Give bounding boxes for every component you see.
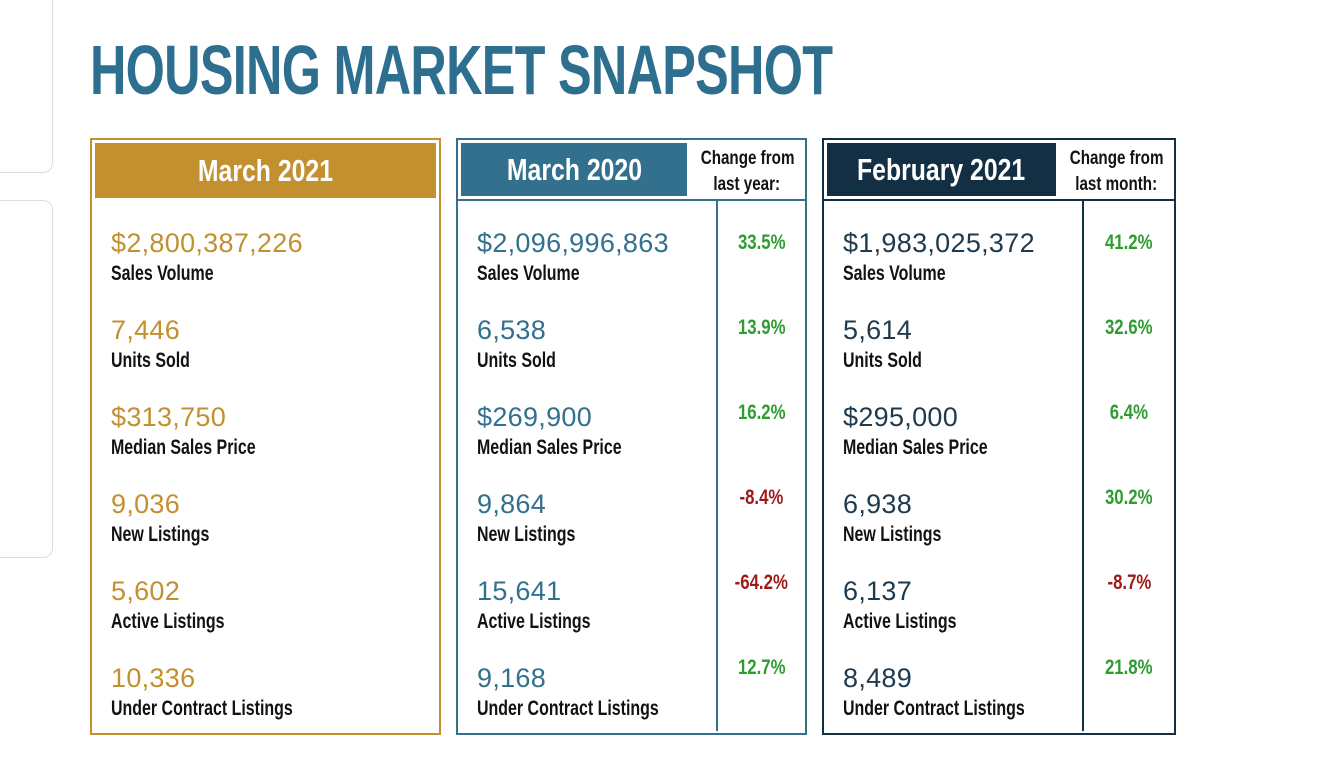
metric-value: 6,538: [477, 315, 547, 345]
metric-label: Units Sold: [111, 349, 190, 372]
metric-label: Units Sold: [843, 349, 922, 372]
metric-sales-volume: $1,983,025,372 Sales Volume: [843, 226, 1082, 290]
card-body: $2,800,387,226 Sales Volume 7,446 Units …: [92, 201, 439, 731]
change-value: 13.9%: [737, 316, 786, 339]
metric-value: 9,036: [111, 489, 181, 519]
metric-median-sales-price: $295,000 Median Sales Price: [843, 400, 1082, 464]
change-value: -8.7%: [1107, 571, 1152, 594]
metrics-column: $2,096,996,863 Sales Volume 6,538 Units …: [458, 201, 716, 731]
metric-units-sold: 7,446 Units Sold: [111, 313, 439, 377]
metric-value: $2,800,387,226: [111, 228, 303, 258]
metric-units-sold: 6,538 Units Sold: [477, 313, 716, 377]
card-body: $1,983,025,372 Sales Volume 5,614 Units …: [824, 201, 1174, 731]
metric-value: 15,641: [477, 576, 562, 606]
metric-label: Active Listings: [477, 610, 591, 633]
change-value: 32.6%: [1105, 316, 1153, 339]
metrics-column: $2,800,387,226 Sales Volume 7,446 Units …: [92, 201, 439, 731]
metrics-column: $1,983,025,372 Sales Volume 5,614 Units …: [824, 201, 1082, 731]
change-value: 6.4%: [1109, 401, 1149, 424]
change-value: -64.2%: [734, 571, 789, 594]
metric-label: Median Sales Price: [843, 436, 988, 459]
metric-active-listings: 5,602 Active Listings: [111, 574, 439, 638]
card-header-row: March 2020 Change from last year:: [458, 140, 805, 201]
metric-value: 5,614: [843, 315, 913, 345]
metric-active-listings: 15,641 Active Listings: [477, 574, 716, 638]
change-value: -8.4%: [739, 486, 784, 509]
card-header-march-2020: March 2020: [461, 143, 687, 196]
card-march-2020: March 2020 Change from last year: $2,096…: [456, 138, 807, 735]
metric-value: $295,000: [843, 402, 959, 432]
change-header-line: last year:: [713, 174, 781, 195]
metric-sales-volume: $2,800,387,226 Sales Volume: [111, 226, 439, 290]
metric-label: Under Contract Listings: [843, 697, 1025, 720]
metric-units-sold: 5,614 Units Sold: [843, 313, 1082, 377]
metric-under-contract-listings: 10,336 Under Contract Listings: [111, 661, 439, 725]
metric-value: 7,446: [111, 315, 181, 345]
metric-new-listings: 9,036 New Listings: [111, 487, 439, 551]
metric-value: $269,900: [477, 402, 593, 432]
metric-label: Under Contract Listings: [477, 697, 659, 720]
card-header-march-2021: March 2021: [95, 143, 436, 198]
metric-label: Under Contract Listings: [111, 697, 293, 720]
card-header-row: March 2021: [92, 140, 439, 201]
metric-label: Active Listings: [843, 610, 957, 633]
metric-value: 9,864: [477, 489, 547, 519]
metric-label: Units Sold: [477, 349, 556, 372]
metric-sales-volume: $2,096,996,863 Sales Volume: [477, 226, 716, 290]
metric-value: 5,602: [111, 576, 181, 606]
metric-label: Median Sales Price: [111, 436, 256, 459]
metric-new-listings: 6,938 New Listings: [843, 487, 1082, 551]
change-header-line: Change from: [1069, 148, 1164, 169]
change-value: 12.7%: [737, 656, 786, 679]
metric-under-contract-listings: 8,489 Under Contract Listings: [843, 661, 1082, 725]
cards-row: March 2021 $2,800,387,226 Sales Volume 7…: [90, 138, 1176, 735]
change-from-last-year-header: Change from last year:: [689, 140, 805, 199]
metric-label: New Listings: [843, 523, 942, 546]
card-header-row: February 2021 Change from last month:: [824, 140, 1174, 201]
metric-new-listings: 9,864 New Listings: [477, 487, 716, 551]
metric-value: 9,168: [477, 663, 547, 693]
card-march-2021: March 2021 $2,800,387,226 Sales Volume 7…: [90, 138, 441, 735]
card-header-label: February 2021: [857, 151, 1026, 187]
metric-label: Sales Volume: [477, 262, 580, 285]
change-value: 33.5%: [737, 231, 786, 254]
metric-label: Median Sales Price: [477, 436, 622, 459]
metric-label: Sales Volume: [843, 262, 946, 285]
metric-value: $2,096,996,863: [477, 228, 669, 258]
change-header-line: last month:: [1075, 174, 1157, 195]
metric-label: New Listings: [111, 523, 210, 546]
background-panel: [0, 0, 53, 173]
page-title: HOUSING MARKET SNAPSHOT: [90, 31, 1121, 109]
page-title-text: HOUSING MARKET SNAPSHOT: [90, 31, 833, 109]
metric-label: New Listings: [477, 523, 576, 546]
metric-value: 8,489: [843, 663, 913, 693]
metric-value: 6,938: [843, 489, 913, 519]
metric-value: 10,336: [111, 663, 196, 693]
card-header-label: March 2020: [506, 151, 642, 187]
change-from-last-month-header: Change from last month:: [1058, 140, 1174, 199]
change-column: 41.2% 32.6% 6.4% 30.2% -8.7% 21.8%: [1082, 201, 1174, 731]
change-column: 33.5% 13.9% 16.2% -8.4% -64.2% 12.7%: [716, 201, 805, 731]
change-value: 16.2%: [737, 401, 786, 424]
card-header-label: March 2021: [197, 152, 334, 188]
change-header-line: Change from: [700, 148, 795, 169]
change-value: 21.8%: [1105, 656, 1153, 679]
metric-value: 6,137: [843, 576, 913, 606]
metric-label: Sales Volume: [111, 262, 214, 285]
metric-value: $1,983,025,372: [843, 228, 1035, 258]
change-value: 41.2%: [1105, 231, 1153, 254]
metric-value: $313,750: [111, 402, 227, 432]
change-value: 30.2%: [1105, 486, 1153, 509]
metric-median-sales-price: $313,750 Median Sales Price: [111, 400, 439, 464]
metric-label: Active Listings: [111, 610, 225, 633]
background-panel: [0, 200, 53, 558]
metric-under-contract-listings: 9,168 Under Contract Listings: [477, 661, 716, 725]
card-body: $2,096,996,863 Sales Volume 6,538 Units …: [458, 201, 805, 731]
card-february-2021: February 2021 Change from last month: $1…: [822, 138, 1176, 735]
metric-median-sales-price: $269,900 Median Sales Price: [477, 400, 716, 464]
metric-active-listings: 6,137 Active Listings: [843, 574, 1082, 638]
card-header-february-2021: February 2021: [827, 143, 1056, 196]
